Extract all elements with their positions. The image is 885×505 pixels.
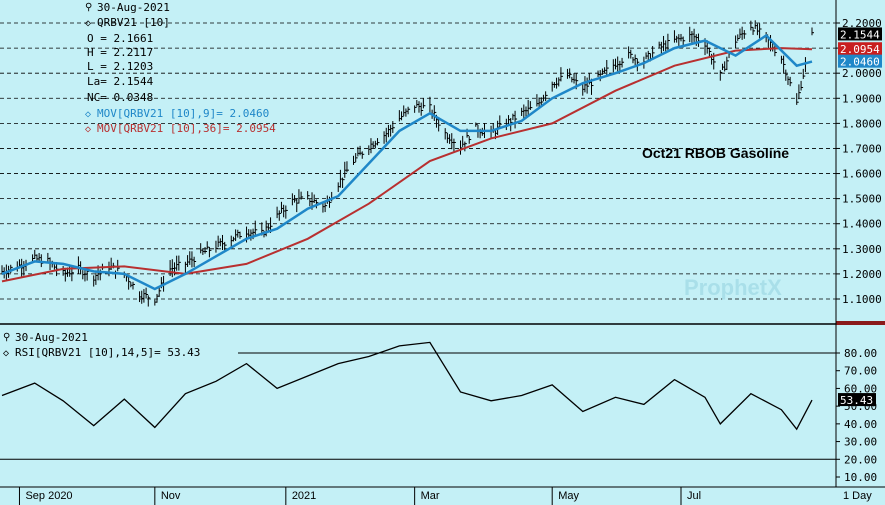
value-box-label: 2.1544 xyxy=(840,28,880,41)
price-tick-label: 2.0000 xyxy=(842,67,882,80)
magnifier-icon[interactable]: ⚲ xyxy=(85,2,92,13)
x-axis: Sep 2020 Nov 2021 Mar May Jul xyxy=(18,487,701,505)
diamond-icon: ◇ xyxy=(3,348,9,359)
value-box xyxy=(838,54,882,68)
price-panel: ProphetX Oct21 RBOB Gasoline xyxy=(0,20,836,307)
legend-last: La= 2.1544 xyxy=(87,75,154,88)
rsi-tick-label: 60.00 xyxy=(844,382,877,395)
rsi-legend-date: 30-Aug-2021 xyxy=(15,331,88,344)
rsi-tick-label: 30.00 xyxy=(844,436,877,449)
rsi-panel xyxy=(0,341,836,460)
legend-date: 30-Aug-2021 xyxy=(97,1,170,14)
legend-low: L = 2.1203 xyxy=(87,60,153,73)
price-tick-label: 1.5000 xyxy=(842,193,882,206)
rsi-tick-label: 10.00 xyxy=(844,471,877,484)
contract-annotation: Oct21 RBOB Gasoline xyxy=(642,145,789,161)
magnifier-icon[interactable]: ⚲ xyxy=(3,332,10,343)
rsi-line xyxy=(1,341,813,431)
splitter-handle[interactable] xyxy=(836,321,885,325)
legend-change: NC= 0.0348 xyxy=(87,91,153,104)
price-tick-label: 1.2000 xyxy=(842,268,882,281)
x-tick-label: Mar xyxy=(421,490,440,502)
x-tick-label: May xyxy=(558,490,579,502)
value-box xyxy=(838,27,882,41)
rsi-tick-label: 70.00 xyxy=(844,365,877,378)
sma-fast-line xyxy=(1,33,813,291)
price-tick-label: 2.2000 xyxy=(842,17,882,30)
diamond-icon: ◇ xyxy=(85,109,91,120)
price-tick-label: 1.3000 xyxy=(842,243,882,256)
sma-slow-line xyxy=(1,47,813,283)
rsi-legend: ⚲ 30-Aug-2021 ◇ RSI[QRBV21 [10],14,5]= 5… xyxy=(3,331,200,359)
value-box-label: 2.0460 xyxy=(840,56,880,69)
price-tick-label: 1.6000 xyxy=(842,168,882,181)
period-label[interactable]: 1 Day xyxy=(843,490,872,502)
price-tick-label: 1.9000 xyxy=(842,92,882,105)
value-box-label: 2.0954 xyxy=(840,43,880,56)
price-legend: ⚲ 30-Aug-2021 ◇ QRBV21 [10] O = 2.1661 H… xyxy=(85,1,276,135)
value-box xyxy=(838,42,882,56)
legend-high: H = 2.2117 xyxy=(87,46,153,59)
rsi-tick-label: 80.00 xyxy=(844,347,877,360)
price-tick-label: 1.4000 xyxy=(842,218,882,231)
price-tick-label: 1.1000 xyxy=(842,293,882,306)
diamond-icon: ◇ xyxy=(85,18,91,29)
diamond-icon: ◇ xyxy=(85,124,91,135)
x-tick-label: Nov xyxy=(161,490,181,502)
price-tick-label: 1.7000 xyxy=(842,142,882,155)
legend-sma-fast: MOV[QRBV21 [10],9]= 2.0460 xyxy=(97,107,269,120)
x-tick-label: Sep 2020 xyxy=(25,490,72,502)
x-tick-label: 2021 xyxy=(292,490,316,502)
price-tick-label: 1.8000 xyxy=(842,117,882,130)
rsi-value-box-label: 53.43 xyxy=(840,394,873,407)
rsi-tick-label: 40.00 xyxy=(844,418,877,431)
legend-symbol: QRBV21 [10] xyxy=(97,16,170,29)
legend-sma-slow: MOV[QRBV21 [10],36]= 2.0954 xyxy=(97,122,276,135)
x-tick-label: Jul xyxy=(687,490,701,502)
rsi-legend-label: RSI[QRBV21 [10],14,5]= 53.43 xyxy=(15,346,200,359)
watermark: ProphetX xyxy=(684,275,782,300)
legend-open: O = 2.1661 xyxy=(87,32,153,45)
rsi-value-box-bg xyxy=(838,393,876,407)
rsi-value-box: 53.43 xyxy=(838,393,876,407)
rsi-tick-label: 20.00 xyxy=(844,453,877,466)
